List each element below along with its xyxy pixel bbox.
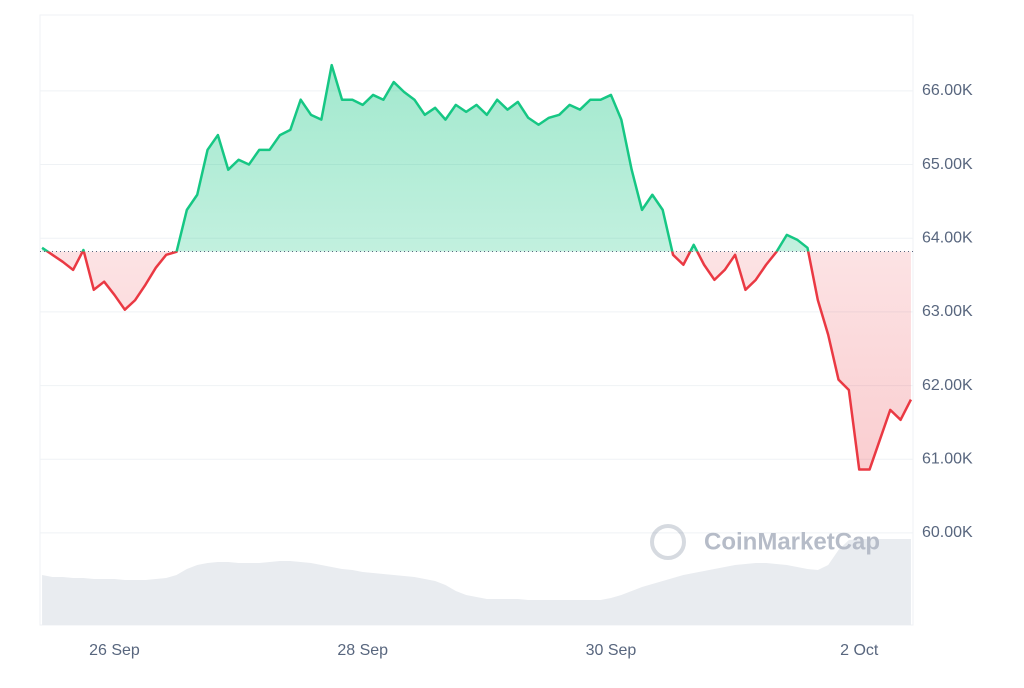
watermark-logo: [650, 524, 686, 560]
x-tick-label: 30 Sep: [586, 642, 637, 659]
price-line-up: [41, 63, 810, 252]
y-tick-label: 62.00K: [922, 377, 973, 394]
y-tick-label: 61.00K: [922, 450, 973, 467]
watermark: [650, 524, 686, 560]
y-tick-label: 60.00K: [922, 524, 973, 541]
x-tick-label: 26 Sep: [89, 642, 140, 659]
y-tick-label: 63.00K: [922, 303, 973, 320]
x-tick-label: 2 Oct: [840, 642, 879, 659]
watermark-text: CoinMarketCap: [704, 528, 880, 555]
volume-area: [42, 539, 911, 625]
price-line-down: [45, 251, 913, 471]
y-tick-label: 65.00K: [922, 156, 973, 173]
x-tick-label: 28 Sep: [337, 642, 388, 659]
area-down: [42, 251, 911, 470]
y-tick-label: 64.00K: [922, 229, 973, 246]
y-tick-label: 66.00K: [922, 82, 973, 99]
area-up: [42, 65, 809, 252]
